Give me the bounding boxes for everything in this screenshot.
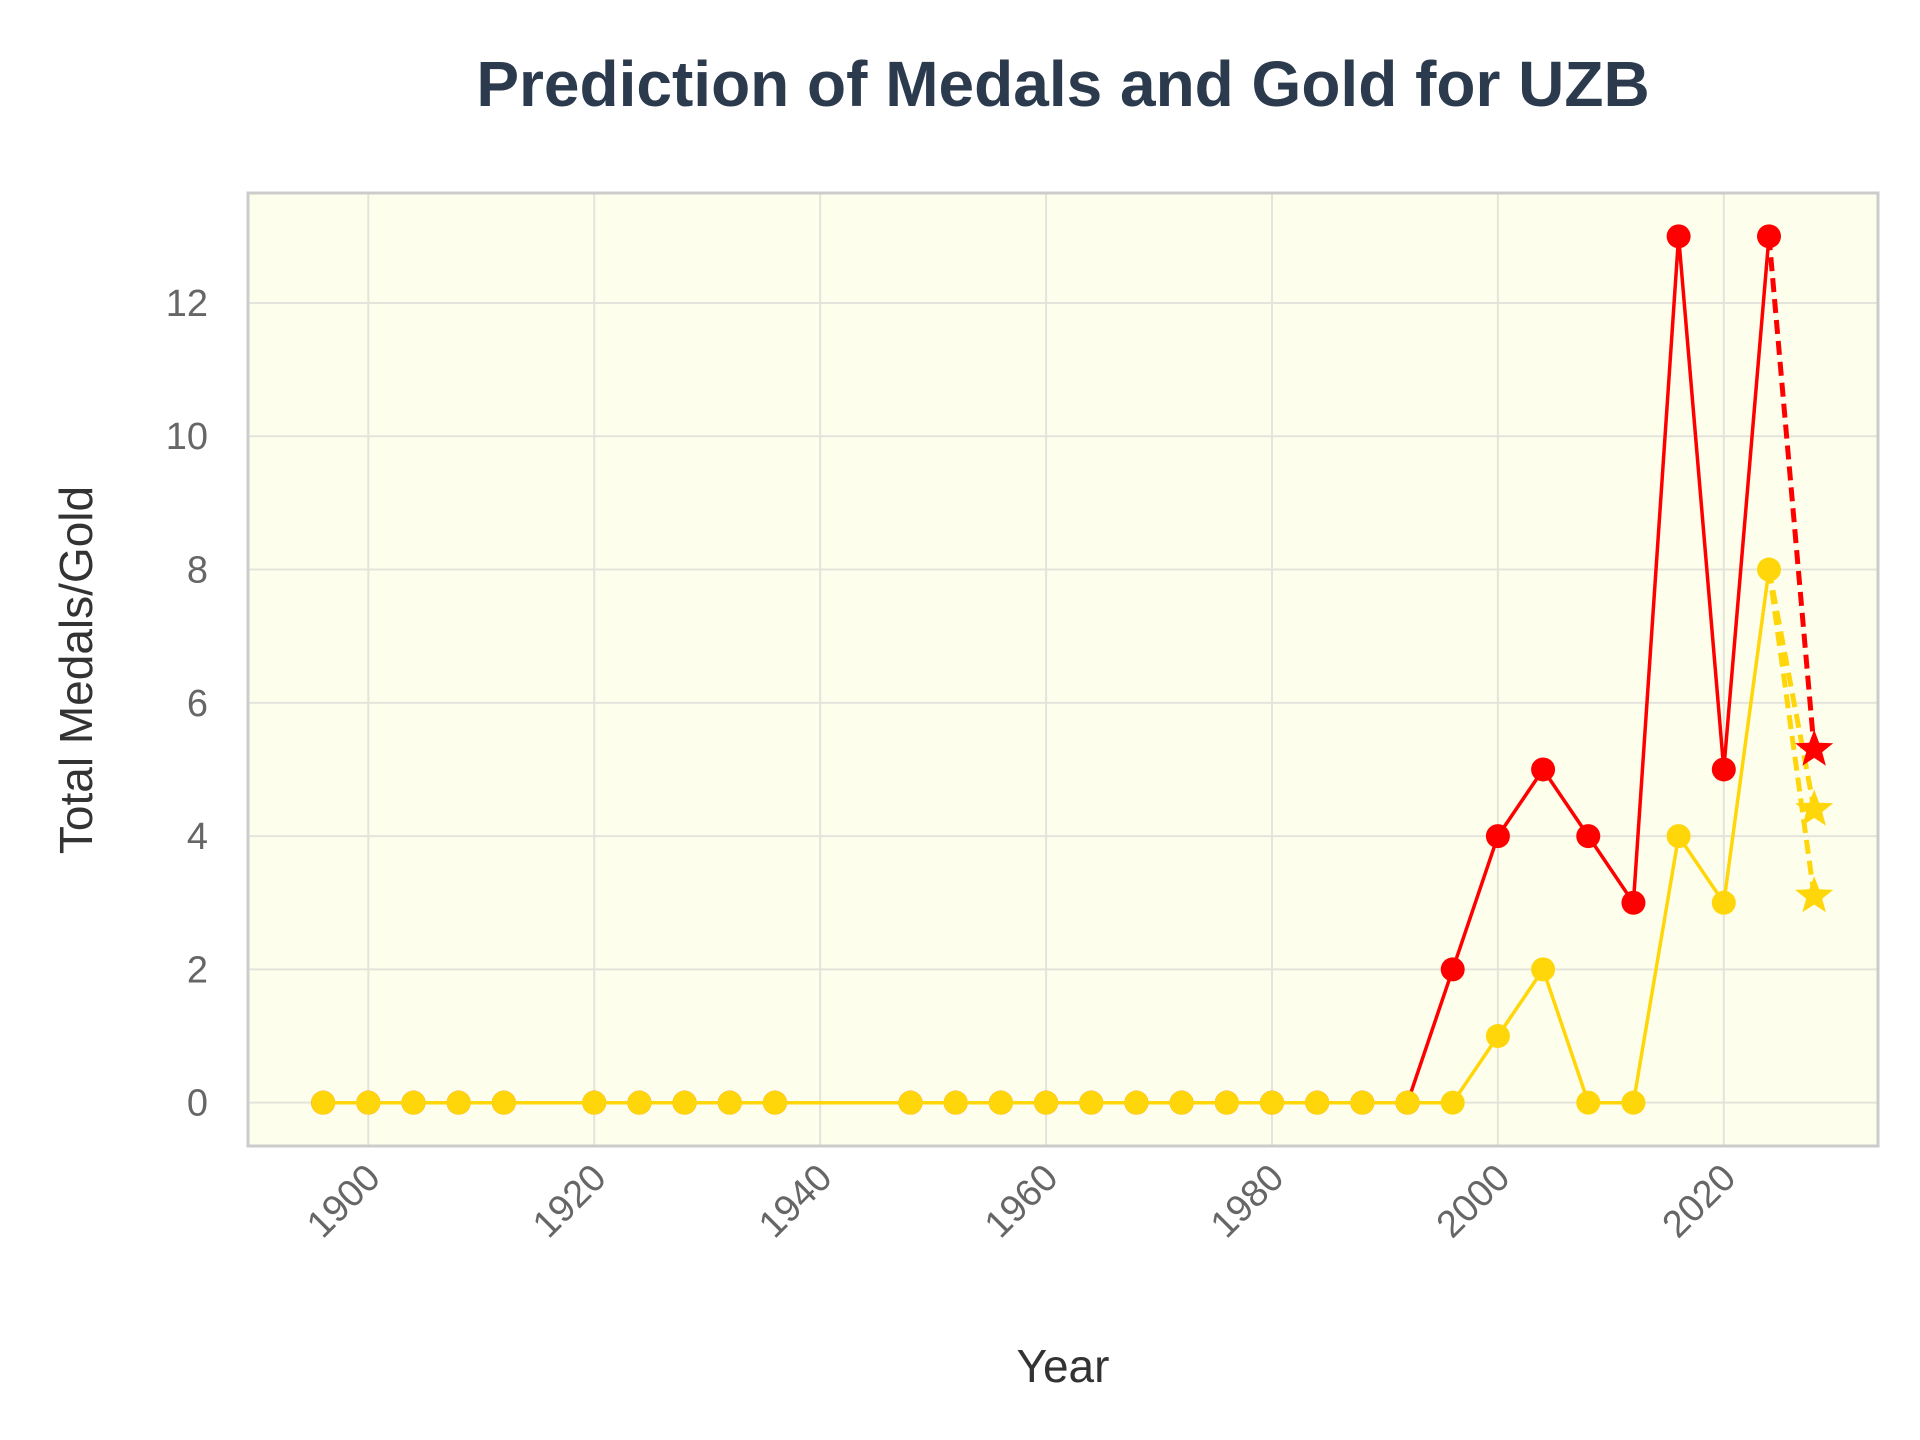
data-point [627, 1090, 652, 1115]
data-point [1576, 1090, 1601, 1115]
data-point [1440, 957, 1465, 982]
y-axis-label: Total Medals/Gold [50, 486, 102, 854]
y-tick-label: 0 [187, 1083, 208, 1125]
x-tick-label: 1980 [1203, 1157, 1292, 1246]
series-group [311, 224, 1834, 1115]
plot-frame [246, 191, 1880, 1148]
data-point [1350, 1090, 1375, 1115]
data-point [311, 1090, 336, 1115]
x-tick-label: 2000 [1429, 1157, 1518, 1246]
data-point [1621, 1090, 1646, 1115]
data-point [1214, 1090, 1239, 1115]
data-point [491, 1090, 516, 1115]
grid [248, 193, 1878, 1146]
data-point [943, 1090, 968, 1115]
data-point [1485, 824, 1510, 849]
data-point [988, 1090, 1013, 1115]
x-tick-label: 1900 [299, 1157, 388, 1246]
data-point [898, 1090, 923, 1115]
prediction-star [1795, 789, 1834, 826]
data-point [1034, 1090, 1059, 1115]
x-axis-label: Year [1017, 1340, 1110, 1392]
prediction-line [1766, 569, 1817, 897]
data-point [1531, 957, 1556, 982]
data-point [1440, 1090, 1465, 1115]
data-point [582, 1090, 607, 1115]
data-point [1711, 757, 1736, 782]
data-point [1531, 757, 1556, 782]
plot-background [248, 193, 1878, 1146]
data-point [1124, 1090, 1149, 1115]
data-point [1259, 1090, 1284, 1115]
data-point [717, 1090, 742, 1115]
x-tick-label: 1940 [751, 1157, 840, 1246]
y-tick-label: 12 [166, 283, 208, 325]
data-point [401, 1090, 426, 1115]
y-tick-label: 2 [187, 949, 208, 991]
data-point [356, 1090, 381, 1115]
data-point [1666, 824, 1691, 849]
prediction-star [1795, 729, 1834, 766]
series-line [323, 569, 1771, 1105]
x-tick-label: 1920 [525, 1157, 614, 1246]
y-tick-label: 8 [187, 550, 208, 592]
data-point [1756, 557, 1781, 582]
data-point [1395, 1090, 1420, 1115]
chart-title: Prediction of Medals and Gold for UZB [476, 48, 1649, 120]
data-point [1666, 224, 1691, 249]
prediction-star [1795, 876, 1834, 913]
data-point [1169, 1090, 1194, 1115]
data-point [762, 1090, 787, 1115]
x-tick-labels: 1900 1920 1940 1960 1980 2000 2020 [299, 1157, 1744, 1246]
x-tick-label: 1960 [977, 1157, 1066, 1246]
y-tick-label: 10 [166, 416, 208, 458]
data-point [446, 1090, 471, 1115]
data-point [1485, 1024, 1510, 1049]
x-tick-label: 2020 [1655, 1157, 1744, 1246]
y-tick-label: 6 [187, 683, 208, 725]
data-point [1756, 224, 1781, 249]
data-point [1305, 1090, 1330, 1115]
data-point [1079, 1090, 1104, 1115]
y-tick-labels: 0 2 4 6 8 10 12 [166, 283, 208, 1125]
data-point [1711, 890, 1736, 915]
y-tick-label: 4 [187, 816, 208, 858]
data-point [1621, 890, 1646, 915]
data-point [1576, 824, 1601, 849]
prediction-line [1766, 236, 1817, 750]
data-point [672, 1090, 697, 1115]
